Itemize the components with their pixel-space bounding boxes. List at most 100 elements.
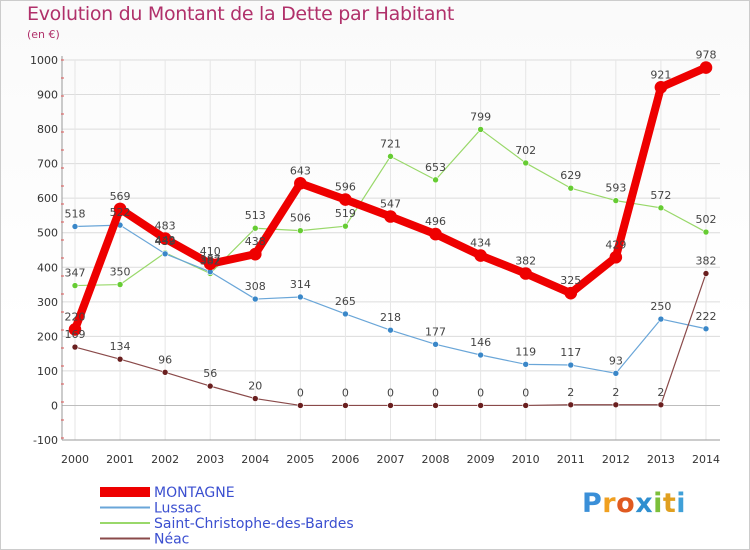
data-point bbox=[612, 370, 620, 377]
data-point bbox=[161, 250, 169, 258]
y-tick-label: 0 bbox=[51, 399, 58, 412]
data-label: 347 bbox=[65, 267, 86, 280]
y-tick-label: 100 bbox=[37, 365, 58, 378]
data-point bbox=[387, 326, 394, 334]
data-label: 643 bbox=[290, 164, 311, 177]
logo-letter: x bbox=[635, 488, 654, 519]
x-tick-label: 2005 bbox=[286, 453, 314, 466]
data-label: 117 bbox=[560, 346, 581, 359]
data-label: 146 bbox=[470, 336, 491, 349]
data-point bbox=[567, 401, 575, 409]
data-point bbox=[158, 232, 172, 245]
y-tick-label: 400 bbox=[37, 261, 58, 274]
data-point bbox=[203, 257, 217, 271]
data-label: 434 bbox=[470, 237, 491, 250]
y-tick-label: 500 bbox=[37, 227, 58, 240]
data-point bbox=[477, 351, 484, 359]
data-label: 483 bbox=[155, 220, 176, 233]
data-label: 629 bbox=[560, 169, 581, 182]
data-point bbox=[432, 341, 439, 348]
data-point bbox=[657, 204, 665, 212]
x-tick-label: 2008 bbox=[422, 453, 450, 466]
data-point bbox=[161, 368, 169, 376]
data-label: 119 bbox=[515, 345, 536, 358]
y-tick-label: 800 bbox=[37, 123, 58, 136]
data-point bbox=[339, 193, 352, 206]
data-point bbox=[297, 293, 304, 301]
data-point bbox=[702, 270, 710, 277]
data-point bbox=[71, 343, 79, 351]
y-tick-label: 600 bbox=[37, 192, 58, 205]
data-point bbox=[474, 249, 487, 262]
data-point bbox=[657, 401, 665, 409]
data-point bbox=[251, 395, 259, 402]
logo-letter: t bbox=[662, 488, 677, 519]
data-label: 518 bbox=[65, 208, 86, 221]
x-tick-label: 2011 bbox=[557, 453, 585, 466]
data-label: 0 bbox=[432, 386, 439, 399]
data-label: 134 bbox=[110, 340, 131, 353]
x-tick-label: 2006 bbox=[331, 453, 359, 466]
data-label: 314 bbox=[290, 278, 311, 291]
x-tick-label: 2007 bbox=[376, 453, 404, 466]
legend-label: Néac bbox=[154, 532, 189, 548]
data-label: 2 bbox=[612, 386, 619, 399]
data-point bbox=[206, 382, 214, 390]
data-point bbox=[294, 177, 307, 190]
data-label: 496 bbox=[425, 215, 446, 228]
data-label: 2 bbox=[567, 386, 574, 399]
data-label: 0 bbox=[522, 386, 529, 399]
data-point bbox=[522, 361, 530, 368]
data-label: 382 bbox=[695, 254, 716, 267]
data-point bbox=[654, 80, 668, 94]
data-point bbox=[519, 267, 533, 280]
data-point bbox=[297, 402, 304, 409]
data-point bbox=[387, 402, 394, 409]
data-label: 222 bbox=[695, 310, 716, 323]
x-tick-label: 2009 bbox=[467, 453, 495, 466]
data-label: 978 bbox=[695, 49, 716, 62]
data-label: 308 bbox=[245, 280, 266, 293]
data-point bbox=[342, 402, 349, 409]
data-label: 0 bbox=[342, 386, 349, 399]
data-label: 513 bbox=[245, 209, 266, 222]
data-point bbox=[699, 61, 713, 74]
logo-letter: i bbox=[653, 488, 663, 519]
data-point bbox=[564, 286, 578, 300]
data-label: 438 bbox=[245, 235, 266, 248]
data-label: 220 bbox=[65, 310, 86, 323]
data-label: 20 bbox=[248, 380, 262, 393]
data-point bbox=[432, 176, 439, 184]
unit-label: (en €) bbox=[27, 28, 60, 41]
data-point bbox=[702, 228, 710, 236]
data-label: 325 bbox=[560, 274, 581, 287]
data-label: 96 bbox=[158, 353, 172, 366]
proxiti-logo: Proxiti bbox=[582, 488, 686, 519]
legend-swatch bbox=[100, 487, 150, 497]
data-label: 93 bbox=[609, 354, 623, 367]
data-label: 569 bbox=[110, 190, 131, 203]
data-point bbox=[522, 402, 530, 409]
data-label: 572 bbox=[650, 189, 671, 202]
data-point bbox=[251, 295, 259, 303]
data-label: 653 bbox=[425, 161, 446, 174]
data-point bbox=[71, 223, 79, 230]
y-tick-label: -100 bbox=[33, 434, 58, 447]
data-label: 429 bbox=[605, 238, 626, 251]
data-label: 387 bbox=[200, 253, 221, 266]
data-point bbox=[657, 315, 665, 323]
data-point bbox=[71, 282, 79, 289]
data-label: 218 bbox=[380, 311, 401, 324]
legend-label: Lussac bbox=[154, 501, 201, 517]
data-point bbox=[68, 323, 82, 336]
y-tick-label: 1000 bbox=[30, 54, 58, 67]
data-point bbox=[113, 202, 127, 216]
x-tick-label: 2002 bbox=[151, 453, 179, 466]
logo-letter: P bbox=[582, 488, 603, 519]
x-tick-label: 2012 bbox=[602, 453, 630, 466]
logo-letter: i bbox=[676, 488, 687, 519]
y-tick-label: 300 bbox=[37, 296, 58, 309]
data-point bbox=[297, 227, 304, 234]
data-label: 382 bbox=[200, 254, 221, 267]
x-tick-label: 2013 bbox=[647, 453, 675, 466]
